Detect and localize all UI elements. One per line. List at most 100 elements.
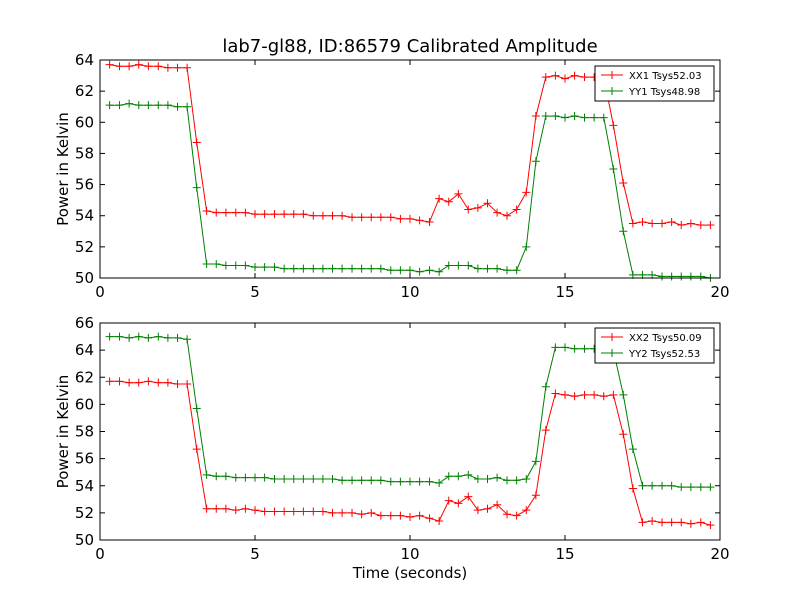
y-axis-label: Power in Kelvin xyxy=(54,375,72,489)
data-point-marker xyxy=(648,517,657,526)
data-point-marker xyxy=(473,264,482,273)
data-point-marker xyxy=(658,481,667,490)
data-point-marker xyxy=(444,496,453,505)
data-point-marker xyxy=(551,389,560,398)
data-point-marker xyxy=(512,266,521,275)
data-point-marker xyxy=(706,221,715,230)
data-point-marker xyxy=(531,112,540,121)
data-point-marker xyxy=(386,213,395,222)
data-point-marker xyxy=(667,481,676,490)
data-point-marker xyxy=(628,219,637,228)
data-point-marker xyxy=(318,211,327,220)
data-point-marker xyxy=(202,259,211,268)
data-point-marker xyxy=(396,214,405,223)
data-point-marker xyxy=(570,112,579,121)
data-point-marker xyxy=(348,476,357,485)
data-point-marker xyxy=(338,264,347,273)
data-point-marker xyxy=(677,483,686,492)
data-point-marker xyxy=(192,404,201,413)
data-point-marker xyxy=(357,264,366,273)
data-point-marker xyxy=(260,507,269,516)
data-point-marker xyxy=(561,74,569,83)
legend-entry: XX1 Tsys52.03 xyxy=(629,71,702,82)
data-point-marker xyxy=(163,63,172,72)
data-point-marker xyxy=(260,473,269,482)
data-point-marker xyxy=(686,272,695,281)
data-point-marker xyxy=(192,445,201,454)
data-point-marker xyxy=(270,507,279,516)
data-point-marker xyxy=(270,210,279,219)
bottom-chart-panel: 0 5 10 15 20 50 52 54 56 58 60 62 64 66 Power in Kelvi… xyxy=(54,314,730,582)
data-point-marker xyxy=(386,477,395,486)
data-point-marker xyxy=(435,267,444,276)
data-point-marker xyxy=(473,474,482,483)
data-point-marker xyxy=(599,392,608,401)
x-tick-label: 10 xyxy=(400,283,419,301)
data-point-marker xyxy=(425,217,434,226)
data-point-marker xyxy=(435,517,444,526)
x-tick-label: 20 xyxy=(710,545,729,563)
legend-entry: XX2 Tsys50.09 xyxy=(629,333,702,344)
x-tick-label: 0 xyxy=(95,283,105,301)
data-point-marker xyxy=(125,378,134,387)
data-point-marker xyxy=(251,210,259,219)
data-point-marker xyxy=(561,390,569,399)
data-point-marker xyxy=(454,499,463,508)
x-tick-label: 15 xyxy=(555,283,574,301)
data-point-marker xyxy=(105,332,114,341)
data-point-marker xyxy=(628,484,637,493)
x-axis-label: Time (seconds) xyxy=(352,564,468,582)
data-point-marker xyxy=(231,208,240,217)
chart-title: lab7-gl88, ID:86579 Calibrated Amplitude xyxy=(222,36,597,57)
data-point-marker xyxy=(638,481,647,490)
data-point-marker xyxy=(231,261,240,270)
data-point-marker xyxy=(396,511,405,520)
y-tick-label: 56 xyxy=(75,176,94,194)
data-point-marker xyxy=(590,113,599,122)
data-point-marker xyxy=(299,507,308,516)
data-point-marker xyxy=(105,101,114,110)
data-point-marker xyxy=(115,332,124,341)
data-point-marker xyxy=(493,500,502,509)
data-point-marker xyxy=(686,483,695,492)
data-point-marker xyxy=(406,477,414,486)
data-point-marker xyxy=(609,390,618,399)
data-point-marker xyxy=(192,138,201,147)
data-point-marker xyxy=(376,511,385,520)
data-point-marker xyxy=(580,390,589,399)
data-point-marker xyxy=(541,73,550,82)
legend: XX1 Tsys52.03 YY1 Tsys48.98 xyxy=(594,65,715,102)
data-point-marker xyxy=(619,390,628,399)
data-point-marker xyxy=(619,179,628,188)
data-point-marker xyxy=(144,101,153,110)
data-point-marker xyxy=(231,506,240,515)
data-point-marker xyxy=(289,474,298,483)
legend-entry: YY2 Tsys52.53 xyxy=(628,349,700,360)
data-point-marker xyxy=(464,261,473,270)
series-line xyxy=(109,380,711,526)
data-point-marker xyxy=(570,344,579,353)
data-point-marker xyxy=(376,264,385,273)
data-point-marker xyxy=(231,473,240,482)
data-point-marker xyxy=(289,507,298,516)
data-point-marker xyxy=(696,272,705,281)
x-tick-label: 5 xyxy=(250,283,260,301)
data-point-marker xyxy=(638,518,647,527)
data-point-marker xyxy=(415,267,424,276)
data-point-marker xyxy=(367,213,376,222)
data-point-marker xyxy=(348,264,357,273)
data-point-marker xyxy=(328,508,337,517)
data-point-marker xyxy=(580,113,589,122)
data-point-marker xyxy=(134,332,143,341)
legend-box xyxy=(594,65,715,102)
y-tick-label: 62 xyxy=(75,368,94,386)
data-point-marker xyxy=(425,266,434,275)
top-chart-panel: 0 5 10 15 20 50 52 54 56 58 60 62 64 Power in Kelvin X… xyxy=(54,51,730,301)
data-point-marker xyxy=(251,473,259,482)
data-point-marker xyxy=(551,71,560,80)
data-point-marker xyxy=(590,390,599,399)
data-point-marker xyxy=(144,333,153,342)
data-point-marker xyxy=(125,99,134,108)
data-point-marker xyxy=(115,62,124,71)
y-tick-label: 60 xyxy=(75,113,94,131)
